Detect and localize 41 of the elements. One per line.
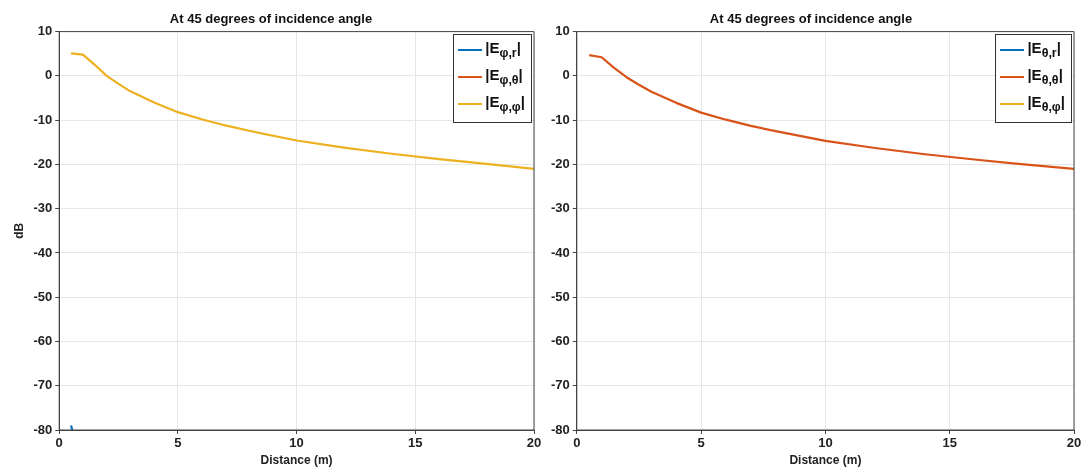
y-tick-label: -50 <box>550 288 570 304</box>
chart-title: At 45 degrees of incidence angle <box>709 11 913 27</box>
y-tick-label: 10 <box>555 23 570 39</box>
y-tick-label: -30 <box>33 200 53 216</box>
x-tick-label: 5 <box>697 435 705 451</box>
x-tick-label: 5 <box>174 435 182 451</box>
y-tick-label: -40 <box>33 244 53 260</box>
x-tick-label: 0 <box>573 435 581 451</box>
legend-label: |E$_{φ,θ}$| <box>485 64 523 89</box>
y-tick-label: -20 <box>550 155 570 171</box>
legend-label: |E$_{φ,φ}$| <box>485 91 525 116</box>
x-tick-label: 0 <box>55 435 63 451</box>
y-tick-label: -40 <box>550 244 570 260</box>
x-axis-title: Distance (m) <box>260 453 333 467</box>
y-tick-label: -10 <box>550 111 570 127</box>
y-tick-label: -60 <box>550 333 570 349</box>
y-tick-label: -10 <box>33 111 53 127</box>
y-tick-label: -30 <box>550 200 570 216</box>
x-tick-label: 15 <box>408 435 423 451</box>
y-tick-label: -70 <box>33 377 53 393</box>
legend-label: |E$_{θ,φ}$| <box>1027 91 1065 116</box>
x-tick-label: 20 <box>1066 435 1082 451</box>
x-tick-label: 15 <box>942 435 957 451</box>
x-tick-label: 10 <box>289 435 304 451</box>
x-axis-title: Distance (m) <box>789 453 862 467</box>
legend-label: |E$_{φ,r}$| <box>485 37 521 62</box>
y-axis-title: dB <box>11 222 26 239</box>
y-tick-label: -60 <box>33 333 53 349</box>
x-tick-label: 20 <box>526 435 542 451</box>
chart-title: At 45 degrees of incidence angle <box>169 11 373 27</box>
x-tick-label: 10 <box>818 435 833 451</box>
y-tick-label: 10 <box>37 23 53 39</box>
y-tick-label: -20 <box>33 155 53 171</box>
y-tick-label: -70 <box>550 377 570 393</box>
y-tick-label: -80 <box>33 421 53 437</box>
legend-label: |E$_{θ,θ}$| <box>1027 64 1063 89</box>
y-tick-label: 0 <box>44 67 53 83</box>
y-tick-label: -50 <box>33 288 53 304</box>
legend-label: |E$_{θ,r}$| <box>1027 37 1061 62</box>
y-tick-label: -80 <box>550 421 570 437</box>
y-tick-label: 0 <box>562 67 570 83</box>
